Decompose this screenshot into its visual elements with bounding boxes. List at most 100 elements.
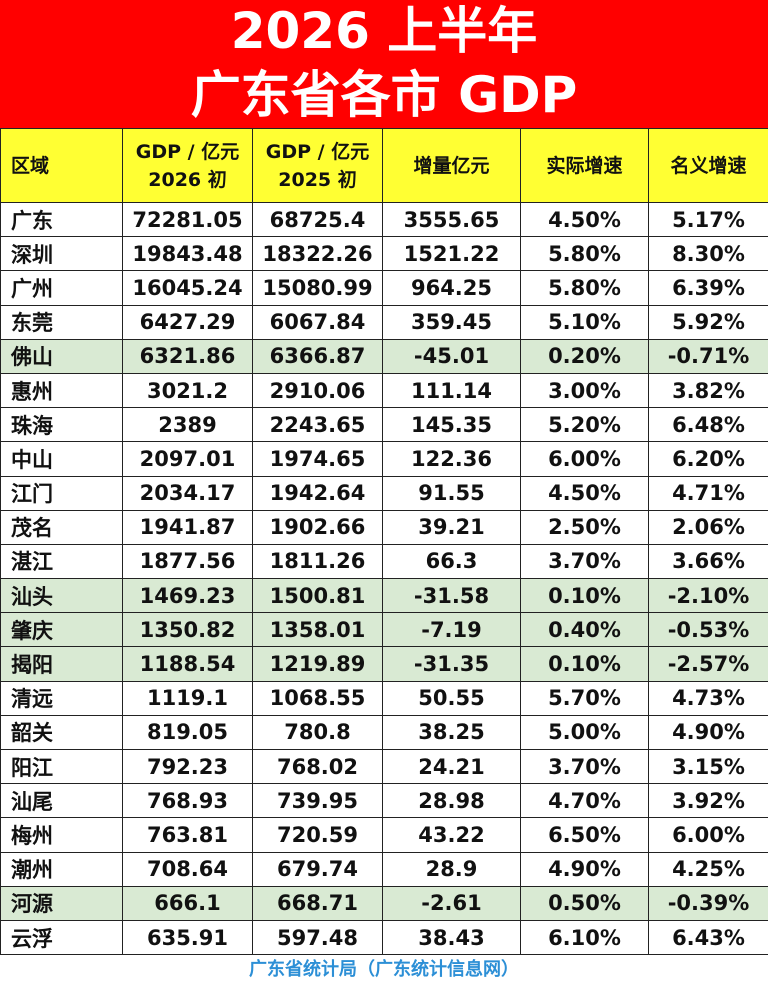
cell-increment: 43.22: [382, 817, 521, 853]
cell-increment: 122.36: [382, 441, 521, 477]
table-row: 云浮 635.91 597.48 38.43 6.10% 6.43%: [0, 919, 768, 956]
cell-city: 云浮: [0, 919, 123, 956]
table-row: 广东 72281.05 68725.4 3555.65 4.50% 5.17%: [0, 201, 768, 238]
cell-increment: 3555.65: [382, 201, 521, 238]
table-row: 河源 666.1 668.71 -2.61 0.50% -0.39%: [0, 885, 768, 921]
cell-gdp-2026: 708.64: [122, 851, 253, 887]
cell-gdp-2025: 720.59: [252, 817, 383, 853]
column-header-gdp-2025: GDP / 亿元 2025 初: [252, 128, 383, 203]
column-header-real-growth: 实际增速: [520, 128, 649, 203]
table-row: 佛山 6321.86 6366.87 -45.01 0.20% -0.71%: [0, 338, 768, 374]
cell-gdp-2026: 666.1: [122, 885, 253, 921]
table-row: 揭阳 1188.54 1219.89 -31.35 0.10% -2.57%: [0, 646, 768, 682]
cell-city: 潮州: [0, 851, 123, 887]
cell-gdp-2026: 1941.87: [122, 509, 253, 545]
cell-nominal-growth: 3.66%: [648, 543, 768, 580]
cell-real-growth: 5.80%: [520, 270, 649, 306]
cell-nominal-growth: -0.53%: [648, 612, 768, 648]
cell-city: 梅州: [0, 817, 123, 853]
cell-increment: 38.43: [382, 919, 521, 956]
cell-city: 珠海: [0, 407, 123, 443]
cell-real-growth: 0.10%: [520, 578, 649, 614]
table-header-row: 区域 GDP / 亿元 2026 初 GDP / 亿元 2025 初 增量亿元 实际…: [0, 128, 768, 203]
cell-real-growth: 3.00%: [520, 372, 649, 409]
cell-increment: 964.25: [382, 270, 521, 306]
table-row: 深圳 19843.48 18322.26 1521.22 5.80% 8.30%: [0, 236, 768, 272]
cell-gdp-2026: 1877.56: [122, 543, 253, 580]
cell-gdp-2025: 68725.4: [252, 201, 383, 238]
cell-gdp-2026: 1350.82: [122, 612, 253, 648]
cell-increment: 38.25: [382, 714, 521, 751]
cell-increment: 66.3: [382, 543, 521, 580]
table-row: 清远 1119.1 1068.55 50.55 5.70% 4.73%: [0, 680, 768, 716]
cell-real-growth: 5.80%: [520, 236, 649, 272]
cell-real-growth: 6.50%: [520, 817, 649, 853]
cell-increment: 145.35: [382, 407, 521, 443]
cell-gdp-2025: 18322.26: [252, 236, 383, 272]
cell-city: 河源: [0, 885, 123, 921]
cell-real-growth: 2.50%: [520, 509, 649, 545]
cell-real-growth: 5.20%: [520, 407, 649, 443]
cell-nominal-growth: 4.73%: [648, 680, 768, 716]
cell-nominal-growth: -0.39%: [648, 885, 768, 921]
cell-increment: 111.14: [382, 372, 521, 409]
cell-gdp-2026: 1469.23: [122, 578, 253, 614]
cell-nominal-growth: -0.71%: [648, 338, 768, 374]
cell-gdp-2025: 1219.89: [252, 646, 383, 682]
table-row: 东莞 6427.29 6067.84 359.45 5.10% 5.92%: [0, 304, 768, 340]
source-footer: 广东省统计局（广东统计信息网）: [249, 959, 519, 980]
cell-gdp-2025: 597.48: [252, 919, 383, 956]
cell-real-growth: 3.70%: [520, 748, 649, 785]
cell-gdp-2026: 2097.01: [122, 441, 253, 477]
cell-nominal-growth: -2.10%: [648, 578, 768, 614]
gdp-table: 区域 GDP / 亿元 2026 初 GDP / 亿元 2025 初 增量亿元 实际…: [0, 128, 768, 956]
cell-nominal-growth: 4.90%: [648, 714, 768, 751]
cell-city: 肇庆: [0, 612, 123, 648]
cell-city: 揭阳: [0, 646, 123, 682]
cell-gdp-2026: 6321.86: [122, 338, 253, 374]
table-row: 韶关 819.05 780.8 38.25 5.00% 4.90%: [0, 714, 768, 751]
cell-real-growth: 4.50%: [520, 201, 649, 238]
table-row: 茂名 1941.87 1902.66 39.21 2.50% 2.06%: [0, 509, 768, 545]
cell-city: 汕头: [0, 578, 123, 614]
cell-increment: 28.98: [382, 783, 521, 819]
cell-gdp-2026: 763.81: [122, 817, 253, 853]
cell-nominal-growth: 3.15%: [648, 748, 768, 785]
cell-city: 中山: [0, 441, 123, 477]
table-row: 江门 2034.17 1942.64 91.55 4.50% 4.71%: [0, 475, 768, 511]
cell-city: 佛山: [0, 338, 123, 374]
cell-gdp-2025: 2910.06: [252, 372, 383, 409]
cell-nominal-growth: 4.25%: [648, 851, 768, 887]
cell-city: 深圳: [0, 236, 123, 272]
cell-real-growth: 0.20%: [520, 338, 649, 374]
cell-real-growth: 0.10%: [520, 646, 649, 682]
cell-gdp-2026: 19843.48: [122, 236, 253, 272]
table-row: 汕尾 768.93 739.95 28.98 4.70% 3.92%: [0, 783, 768, 819]
cell-gdp-2025: 1974.65: [252, 441, 383, 477]
cell-increment: -31.35: [382, 646, 521, 682]
cell-city: 茂名: [0, 509, 123, 545]
cell-increment: -2.61: [382, 885, 521, 921]
cell-city: 韶关: [0, 714, 123, 751]
cell-city: 广州: [0, 270, 123, 306]
cell-nominal-growth: -2.57%: [648, 646, 768, 682]
cell-real-growth: 0.40%: [520, 612, 649, 648]
cell-gdp-2026: 16045.24: [122, 270, 253, 306]
title-line-2: 广东省各市 GDP: [190, 66, 578, 124]
cell-gdp-2025: 1902.66: [252, 509, 383, 545]
cell-increment: -7.19: [382, 612, 521, 648]
cell-nominal-growth: 3.82%: [648, 372, 768, 409]
cell-increment: 24.21: [382, 748, 521, 785]
cell-city: 湛江: [0, 543, 123, 580]
cell-real-growth: 6.00%: [520, 441, 649, 477]
title-line-1: 2026 上半年: [230, 2, 538, 60]
cell-gdp-2025: 6366.87: [252, 338, 383, 374]
cell-gdp-2026: 819.05: [122, 714, 253, 751]
cell-nominal-growth: 8.30%: [648, 236, 768, 272]
cell-gdp-2026: 1188.54: [122, 646, 253, 682]
cell-gdp-2025: 768.02: [252, 748, 383, 785]
table-row: 广州 16045.24 15080.99 964.25 5.80% 6.39%: [0, 270, 768, 306]
cell-real-growth: 3.70%: [520, 543, 649, 580]
column-header-increment: 增量亿元: [382, 128, 521, 203]
cell-nominal-growth: 3.92%: [648, 783, 768, 819]
